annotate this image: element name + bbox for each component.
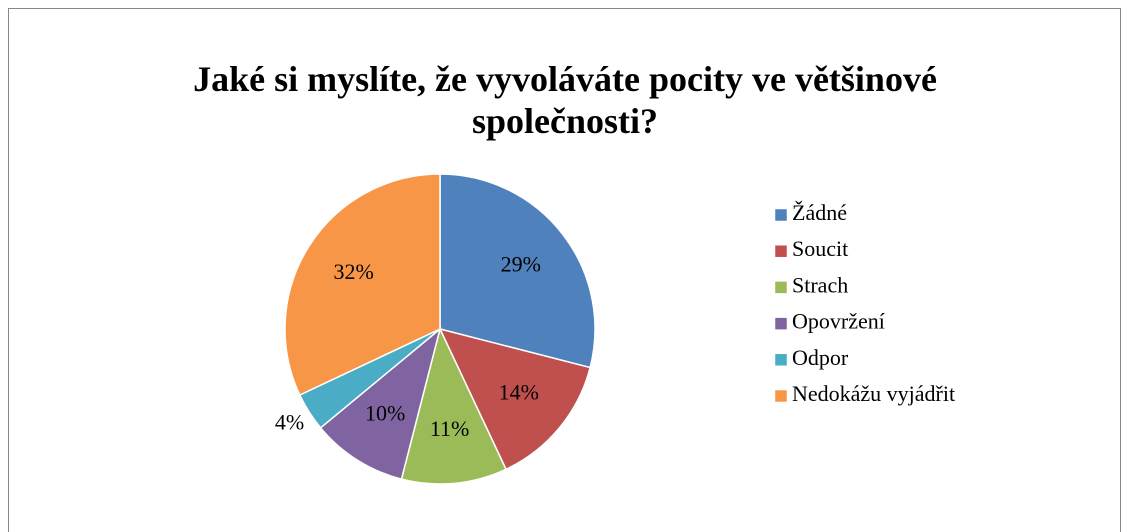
pie-slice	[439, 173, 596, 369]
data-label: 4%	[275, 410, 304, 435]
legend-swatch	[774, 317, 788, 330]
legend-swatch	[774, 244, 788, 258]
data-label: 29%	[501, 251, 541, 276]
legend-swatch	[774, 208, 788, 222]
legend-label: Strach	[792, 272, 848, 297]
legend-label: Odpor	[792, 345, 849, 370]
legend-label: Soucit	[792, 236, 848, 261]
legend-label: Žádné	[792, 200, 847, 225]
legend-swatch	[774, 353, 788, 367]
legend-swatch	[774, 389, 788, 403]
pie-slice	[438, 327, 592, 471]
chart-title: Jaké si myslíte, že vyvoláváte pocity ve…	[193, 59, 937, 141]
data-label: 32%	[333, 259, 373, 284]
legend-swatch	[774, 281, 788, 294]
pie-slice	[284, 173, 441, 396]
data-label: 14%	[499, 379, 539, 404]
data-label: 10%	[365, 400, 405, 425]
chart-border	[8, 8, 1121, 532]
pie-slice	[400, 326, 507, 485]
data-label: 11%	[430, 416, 470, 441]
pie-slice	[319, 326, 442, 481]
legend-label: Nedokážu vyjádřit	[792, 381, 955, 406]
legend-label: Opovržení	[792, 309, 885, 334]
